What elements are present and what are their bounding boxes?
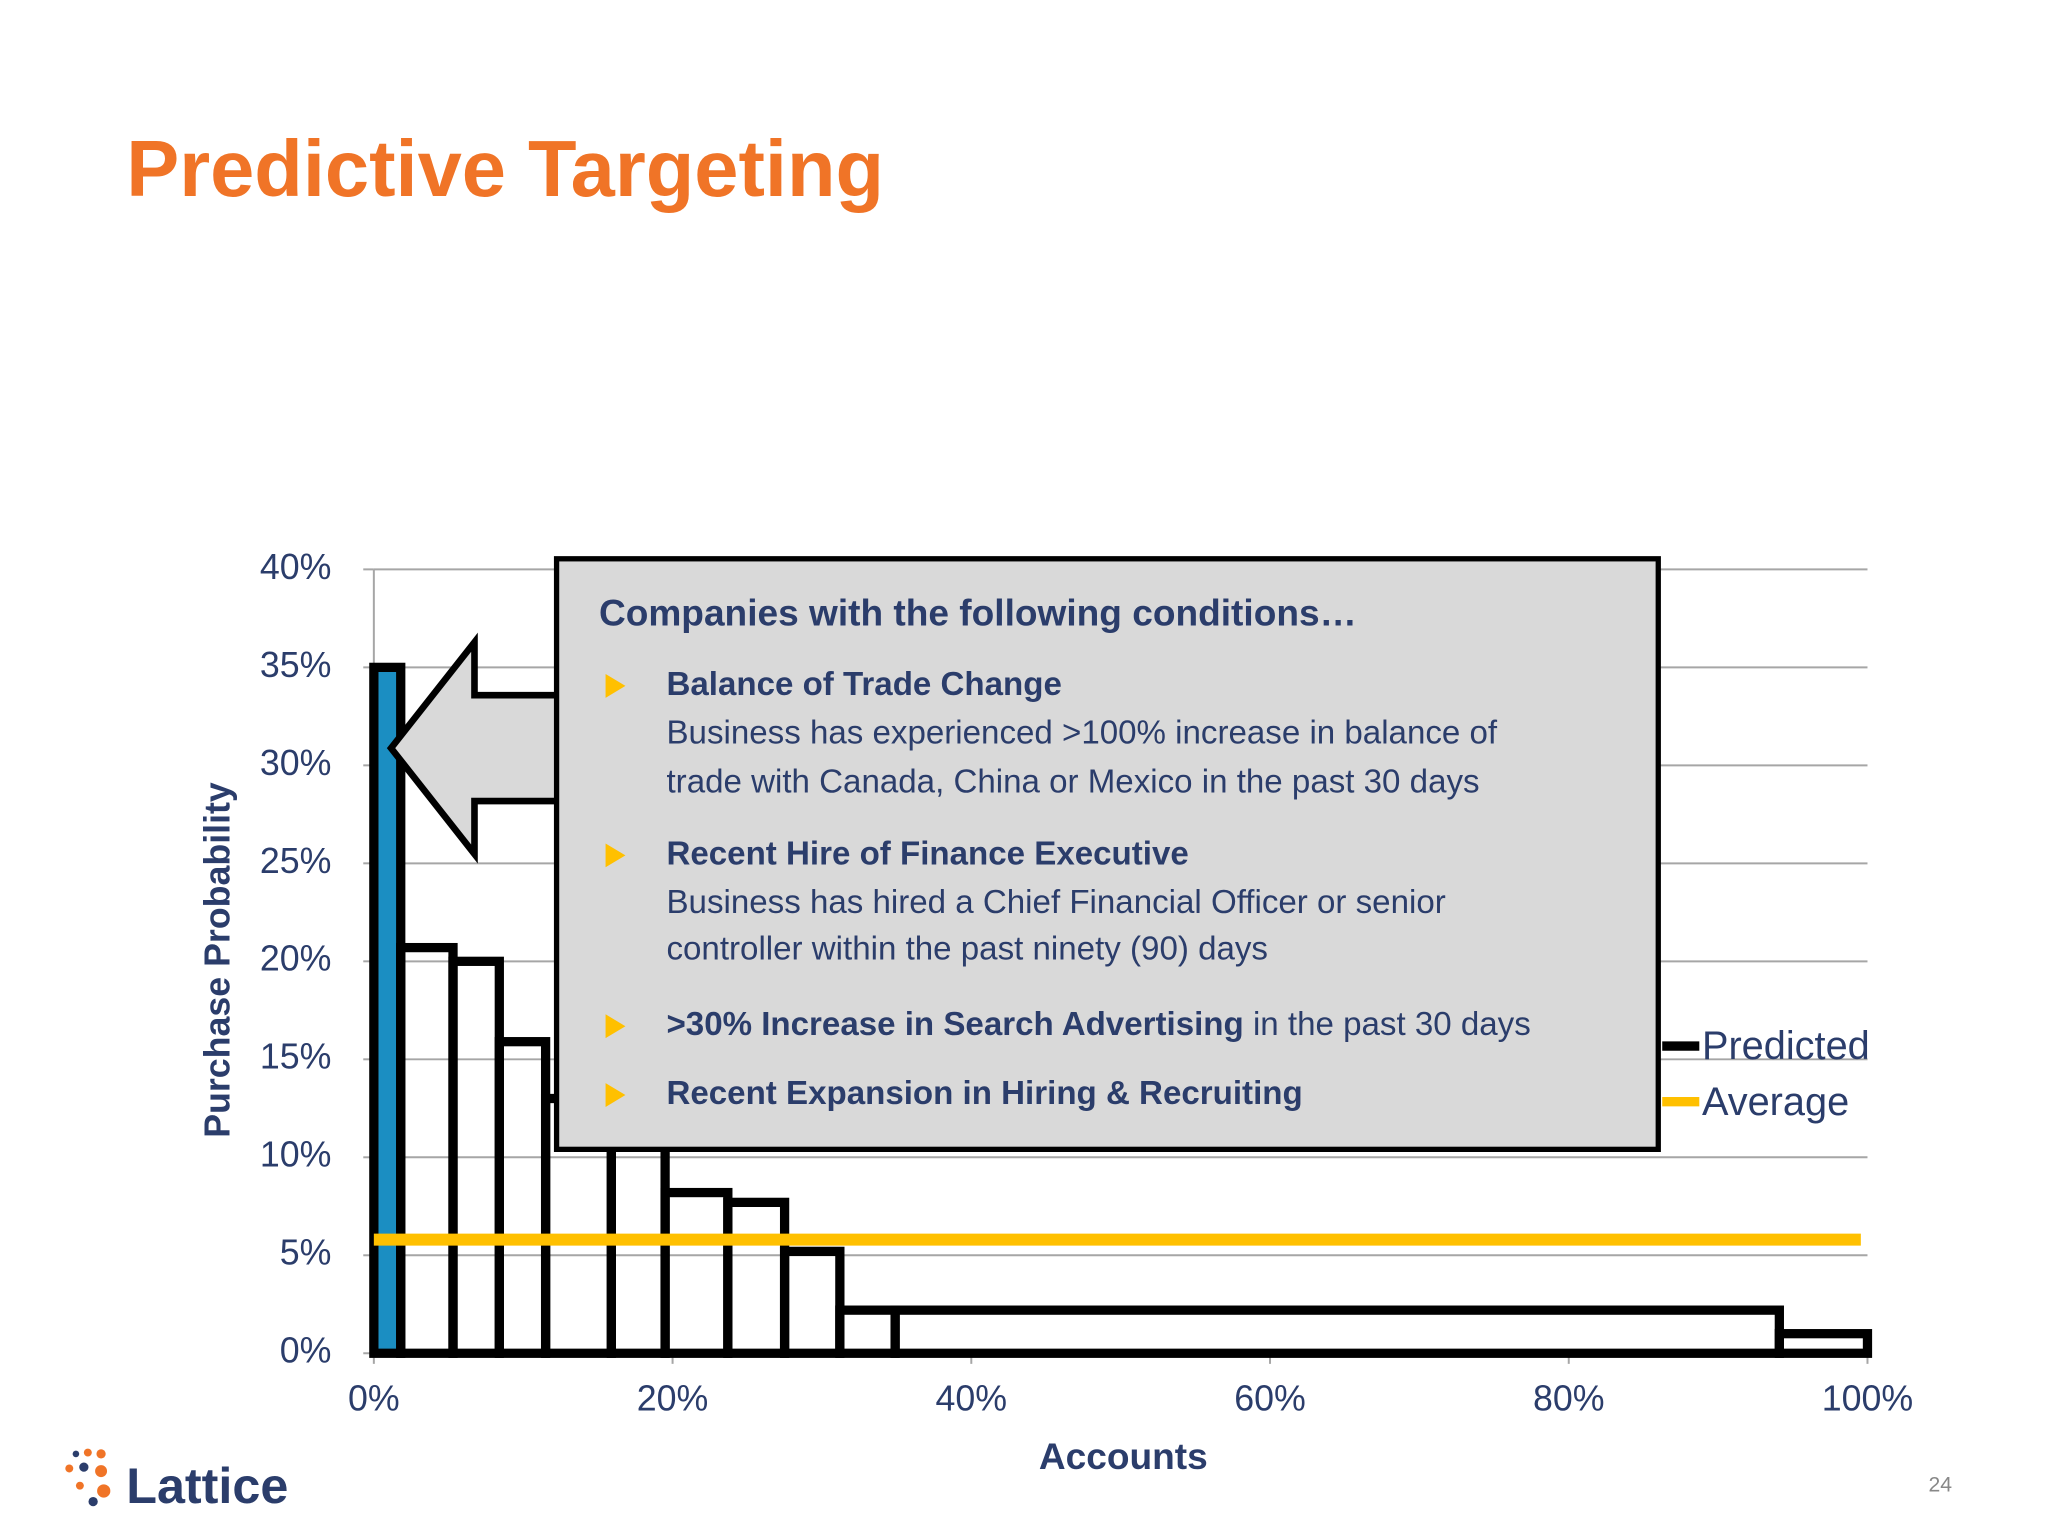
- page-number: 24: [1929, 1473, 1953, 1496]
- bar: [723, 1197, 790, 1358]
- bar: [890, 1305, 1784, 1358]
- bullet-rest: in the past 30 days: [1244, 1006, 1531, 1043]
- bullet: >30% Increase in Search Advertising in t…: [666, 1006, 1530, 1043]
- bar: [835, 1305, 900, 1358]
- bullet-text: trade with Canada, China or Mexico in th…: [666, 764, 1479, 801]
- x-axis-label: Accounts: [1039, 1435, 1208, 1477]
- logo: Lattice: [65, 1448, 288, 1514]
- bullet-title: Recent Expansion in Hiring & Recruiting: [666, 1075, 1302, 1112]
- logo-dot: [88, 1496, 98, 1507]
- bar: [1774, 1329, 1873, 1358]
- y-tick-label: 5%: [280, 1233, 332, 1273]
- x-tick-label: 80%: [1533, 1378, 1605, 1418]
- x-tick-label: 60%: [1234, 1378, 1306, 1418]
- y-tick-label: 15%: [260, 1037, 332, 1077]
- bullet: Balance of Trade Change: [666, 666, 1061, 703]
- bullet-title: >30% Increase in Search Advertising: [666, 1006, 1243, 1043]
- bullet-text: Business has hired a Chief Financial Off…: [666, 884, 1445, 921]
- y-axis-label: Purchase Probability: [198, 782, 238, 1138]
- y-tick-label: 20%: [260, 939, 332, 979]
- bullet-text: controller within the past ninety (90) d…: [666, 930, 1268, 967]
- y-tick-label: 40%: [260, 547, 332, 587]
- callout-layer: Companies with the following conditions……: [386, 556, 1661, 1152]
- callout-box: [553, 556, 1661, 1152]
- slide-title: Predictive Targeting: [126, 124, 884, 213]
- bullet: Recent Hire of Finance Executive: [666, 835, 1188, 872]
- logo-dot: [83, 1448, 92, 1457]
- logo-dot: [75, 1481, 84, 1490]
- logo-dot: [72, 1450, 80, 1458]
- legend-label: Average: [1702, 1080, 1849, 1124]
- y-tick-label: 25%: [260, 841, 332, 881]
- logo-dot: [97, 1484, 111, 1498]
- logo-dot: [65, 1464, 74, 1473]
- bar: [494, 1037, 551, 1358]
- y-tick-label: 35%: [260, 645, 332, 685]
- plot: 0% 5% 10% 15% 20% 25% 30% 35% 40% 0% 20% 40% 60% 80% 1…: [260, 547, 1913, 1419]
- x-tick-label: 20%: [637, 1378, 709, 1418]
- bullet: Recent Expansion in Hiring & Recruiting: [666, 1075, 1302, 1112]
- logo-dot: [95, 1465, 108, 1478]
- bullet-marker: [605, 843, 626, 868]
- bar: [779, 1246, 845, 1358]
- bullet-title: Recent Hire of Finance Executive: [666, 835, 1188, 872]
- bar: [396, 942, 458, 1358]
- y-tick-label: 30%: [260, 743, 332, 783]
- bullet-text: Business has experienced >100% increase …: [666, 715, 1497, 752]
- bullet-title: Balance of Trade Change: [666, 666, 1061, 703]
- y-tick-label: 0%: [280, 1331, 332, 1371]
- legend-label: Predicted: [1702, 1024, 1870, 1068]
- bullet-marker: [605, 673, 626, 698]
- bar: [660, 1187, 733, 1358]
- x-tick-label: 40%: [936, 1378, 1008, 1418]
- logo-dot: [79, 1462, 89, 1472]
- x-tick-label: 0%: [348, 1378, 400, 1418]
- arrow: [386, 632, 563, 864]
- logo-dot: [96, 1449, 106, 1459]
- bullet-marker: [605, 1083, 626, 1107]
- callout-heading: Companies with the following conditions…: [599, 592, 1357, 634]
- logo-text: Lattice: [126, 1457, 288, 1514]
- x-tick-label: 100%: [1822, 1378, 1913, 1418]
- y-tick-label: 10%: [260, 1135, 332, 1175]
- bullet-marker: [605, 1014, 626, 1039]
